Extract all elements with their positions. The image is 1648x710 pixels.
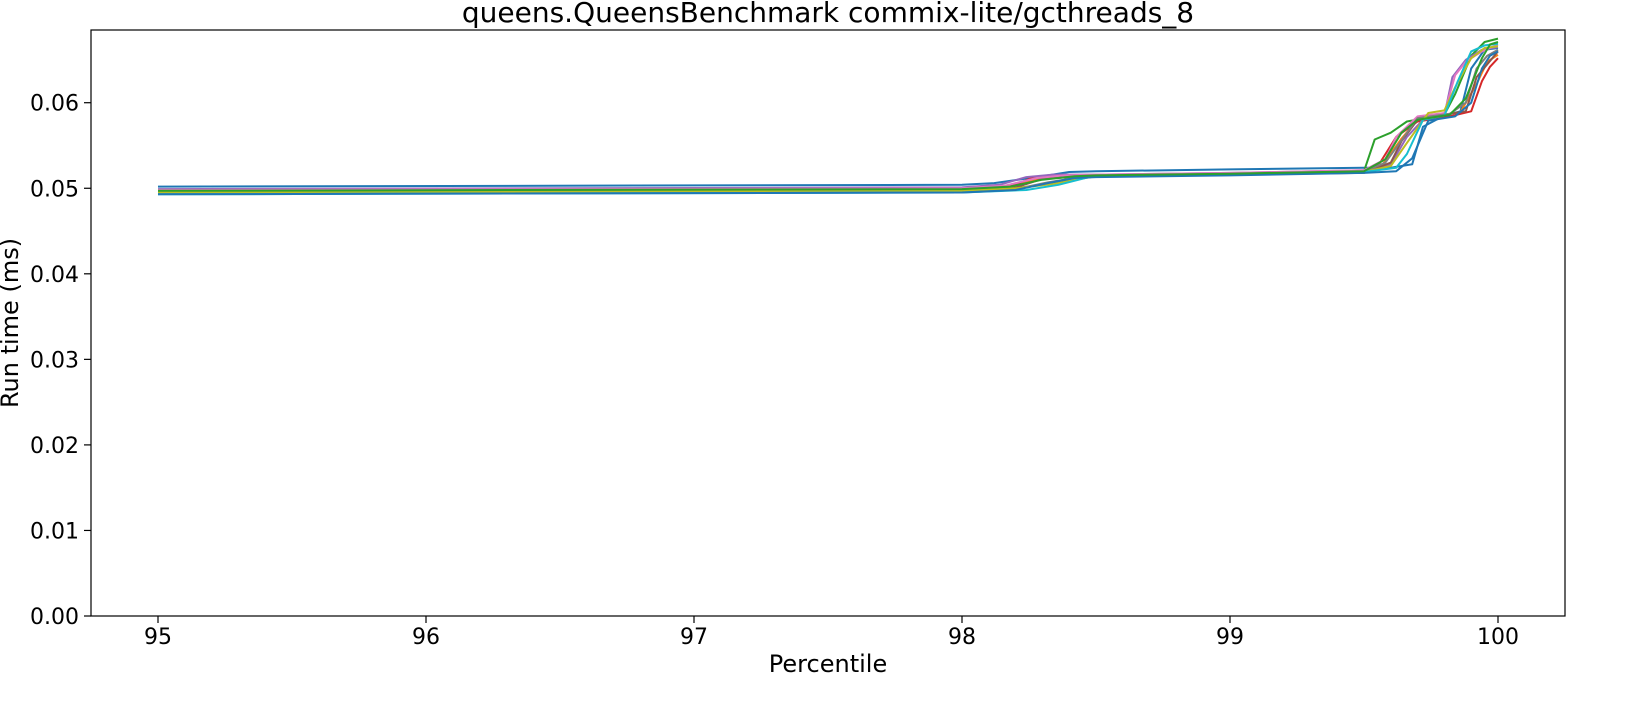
series-line-1 [157,47,1499,188]
x-tick-label: 99 [1216,625,1244,650]
y-tick-label: 0.05 [30,177,79,202]
x-tick-label: 96 [412,625,440,650]
y-tick-label: 0.04 [30,263,79,288]
chart-title: queens.QueensBenchmark commix-lite/gcthr… [462,0,1194,29]
y-tick-label: 0.06 [30,92,79,117]
series-line-11 [157,50,1499,196]
x-tick-label: 95 [144,625,172,650]
y-tick-label: 0.00 [30,605,79,630]
plot-frame [90,29,1566,617]
x-axis-label: Percentile [769,650,887,678]
y-tick-label: 0.03 [30,348,79,373]
series-line-10 [157,42,1499,196]
y-axis-label: Run time (ms) [0,238,24,408]
x-tick-label: 97 [680,625,708,650]
x-axis-ticks: 95 96 97 98 99 100 [144,616,1519,650]
series-line-9 [157,45,1499,194]
series-line-2 [157,53,1499,191]
y-tick-label: 0.01 [30,519,79,544]
x-tick-label: 98 [948,625,976,650]
x-tick-label: 100 [1477,625,1519,650]
series-line-12 [157,41,1499,192]
y-tick-label: 0.02 [30,434,79,459]
y-axis-ticks: 0.00 0.01 0.02 0.03 0.04 0.05 0.06 [30,92,91,630]
series-layer [157,37,1499,196]
